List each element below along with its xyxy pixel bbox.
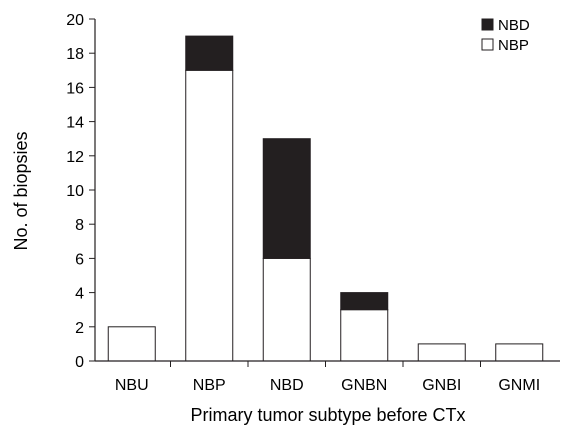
legend-label-nbd: NBD	[498, 17, 530, 34]
legend-label-nbp: NBP	[498, 37, 529, 54]
bar-nbp-nbd	[185, 35, 234, 71]
legend: NBD NBP	[481, 17, 530, 54]
y-tick-label: 2	[75, 320, 84, 337]
x-tick-label: GNBN	[341, 377, 387, 394]
bar-nbd-nbd	[262, 138, 311, 259]
bar-gnbn-nbp	[340, 309, 389, 362]
y-ticks: 0 2 4 6 8 10 12 14 16 18 20	[66, 12, 95, 371]
y-tick-label: 6	[75, 251, 84, 268]
x-tick-label: GNMI	[498, 377, 540, 394]
y-tick-label: 4	[75, 286, 84, 303]
bar-nbu-nbp	[107, 326, 156, 362]
y-tick-label: 14	[66, 115, 84, 132]
x-axis-title: Primary tumor subtype before CTx	[190, 405, 465, 425]
legend-swatch-nbp	[481, 38, 494, 51]
bar-gnmi-nbp	[495, 343, 544, 362]
y-tick-label: 12	[66, 149, 84, 166]
y-tick-label: 0	[75, 354, 84, 371]
x-tick-label: GNBI	[422, 377, 461, 394]
y-tick-label: 8	[75, 217, 84, 234]
x-ticks: NBU NBP NBD GNBN GNBI GNMI	[115, 361, 540, 394]
bar-gnbi-nbp	[417, 343, 466, 362]
x-tick-label: NBU	[115, 377, 149, 394]
axes	[94, 19, 560, 362]
y-tick-label: 10	[66, 183, 84, 200]
y-tick-label: 16	[66, 80, 84, 97]
bar-nbp-nbp	[185, 69, 234, 362]
legend-swatch-nbd	[481, 18, 494, 31]
y-tick-label: 18	[66, 46, 84, 63]
y-axis-title: No. of biopsies	[11, 131, 31, 250]
x-tick-label: NBP	[193, 377, 226, 394]
bar-gnbn-nbd	[340, 292, 389, 311]
bars	[107, 35, 544, 362]
y-tick-label: 20	[66, 12, 84, 29]
x-tick-label: NBD	[270, 377, 304, 394]
bar-nbd-nbp	[262, 257, 311, 362]
